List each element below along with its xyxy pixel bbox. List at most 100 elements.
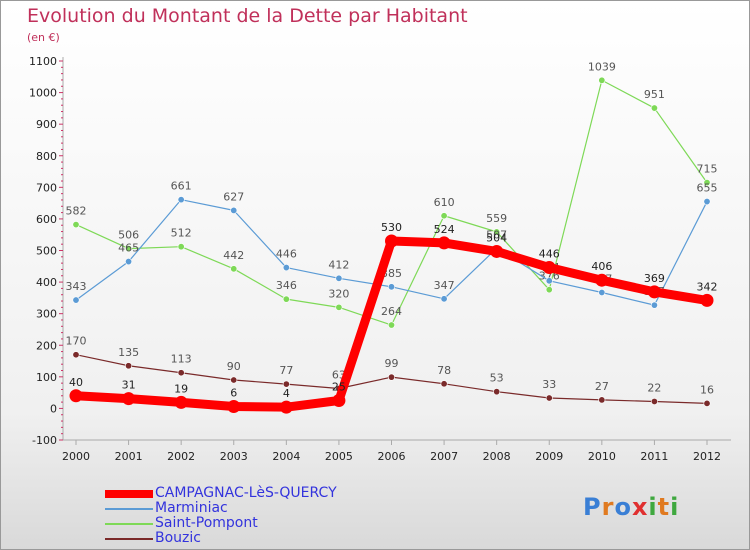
data-label: 412 [328,258,349,271]
data-point [598,289,606,297]
data-point [440,212,448,220]
x-tick-label: 2004 [272,450,300,463]
legend-swatch [105,523,153,525]
data-label: 40 [69,376,83,389]
x-tick-label: 2002 [167,450,195,463]
data-label: 19 [174,382,188,395]
y-tick-label: -100 [32,434,57,447]
logo-letter: i [670,493,680,521]
data-point [542,261,556,275]
data-label: 446 [276,248,297,261]
data-point [174,395,188,409]
data-point [493,388,501,396]
data-point [72,351,80,359]
data-point [440,380,448,388]
data-label: 512 [171,227,192,240]
x-tick-label: 2009 [535,450,563,463]
legend-label: CAMPAGNAC-LèS-QUERCY [155,485,337,501]
data-point [69,389,83,403]
data-label: 715 [697,163,718,176]
data-point [437,236,451,250]
data-point [700,293,714,307]
x-tick-label: 2001 [115,450,143,463]
data-point [282,264,290,272]
data-point [230,265,238,273]
data-point [177,243,185,251]
x-tick-label: 2011 [640,450,668,463]
x-tick-label: 2003 [220,450,248,463]
y-tick-label: 0 [50,402,57,415]
data-point [598,76,606,84]
y-tick-label: 800 [36,150,57,163]
data-label: 369 [644,272,665,285]
data-label: 530 [381,221,402,234]
y-tick-label: 500 [36,245,57,258]
legend-label: Bouzic [155,530,201,546]
data-point [703,179,711,187]
data-label: 77 [279,364,293,377]
data-label: 524 [434,223,455,236]
data-point [332,394,346,408]
y-tick-label: 200 [36,339,57,352]
data-label: 264 [381,305,402,318]
data-label: 22 [647,381,661,394]
data-point [385,234,398,248]
data-label: 465 [118,242,139,255]
data-point [122,392,136,406]
data-point [387,373,395,381]
data-point [282,295,290,303]
y-tick-label: 900 [36,118,57,131]
data-label: 78 [437,364,451,377]
data-label: 655 [697,182,718,195]
data-label: 346 [276,279,297,292]
data-label: 31 [122,379,136,392]
data-label: 342 [697,280,718,293]
data-label: 504 [486,231,507,244]
y-tick-label: 1100 [29,55,57,68]
data-point [545,286,553,294]
y-tick-label: 100 [36,371,57,384]
data-point [72,296,80,304]
x-tick-label: 2008 [483,450,511,463]
data-point [125,245,133,253]
chart-subtitle: (en €) [27,31,60,44]
data-point [545,394,553,402]
y-tick-label: 700 [36,181,57,194]
data-label: 661 [171,180,192,193]
logo-letter: r [601,493,615,521]
data-label: 170 [66,335,87,348]
y-tick-label: 1000 [29,87,57,100]
data-label: 951 [644,88,665,101]
data-point [650,104,658,112]
data-label: 90 [227,360,241,373]
logo-letter: o [614,493,632,521]
data-point [440,295,448,303]
chart-title: Evolution du Montant de la Dette par Hab… [27,5,468,27]
data-point [125,362,133,370]
data-label: 559 [486,212,507,225]
data-label: 446 [539,248,560,261]
data-label: 506 [118,229,139,242]
data-label: 320 [328,287,349,300]
data-point [647,285,661,299]
data-point [335,303,343,311]
data-label: 25 [332,381,346,394]
x-tick-label: 2005 [325,450,353,463]
data-point [387,321,395,329]
data-label: 1039 [588,60,616,73]
data-point [595,273,609,287]
data-point [177,369,185,377]
data-label: 27 [595,380,609,393]
data-label: 33 [542,378,556,391]
logo-letter: i [648,493,658,521]
data-label: 442 [223,249,244,262]
x-tick-label: 2012 [693,450,721,463]
data-label: 343 [66,280,87,293]
data-point [598,396,606,404]
logo-letter: x [631,493,649,521]
data-point [387,283,395,291]
data-point [125,258,133,266]
x-tick-label: 2010 [588,450,616,463]
legend-swatch [105,508,153,510]
data-point [545,277,553,285]
